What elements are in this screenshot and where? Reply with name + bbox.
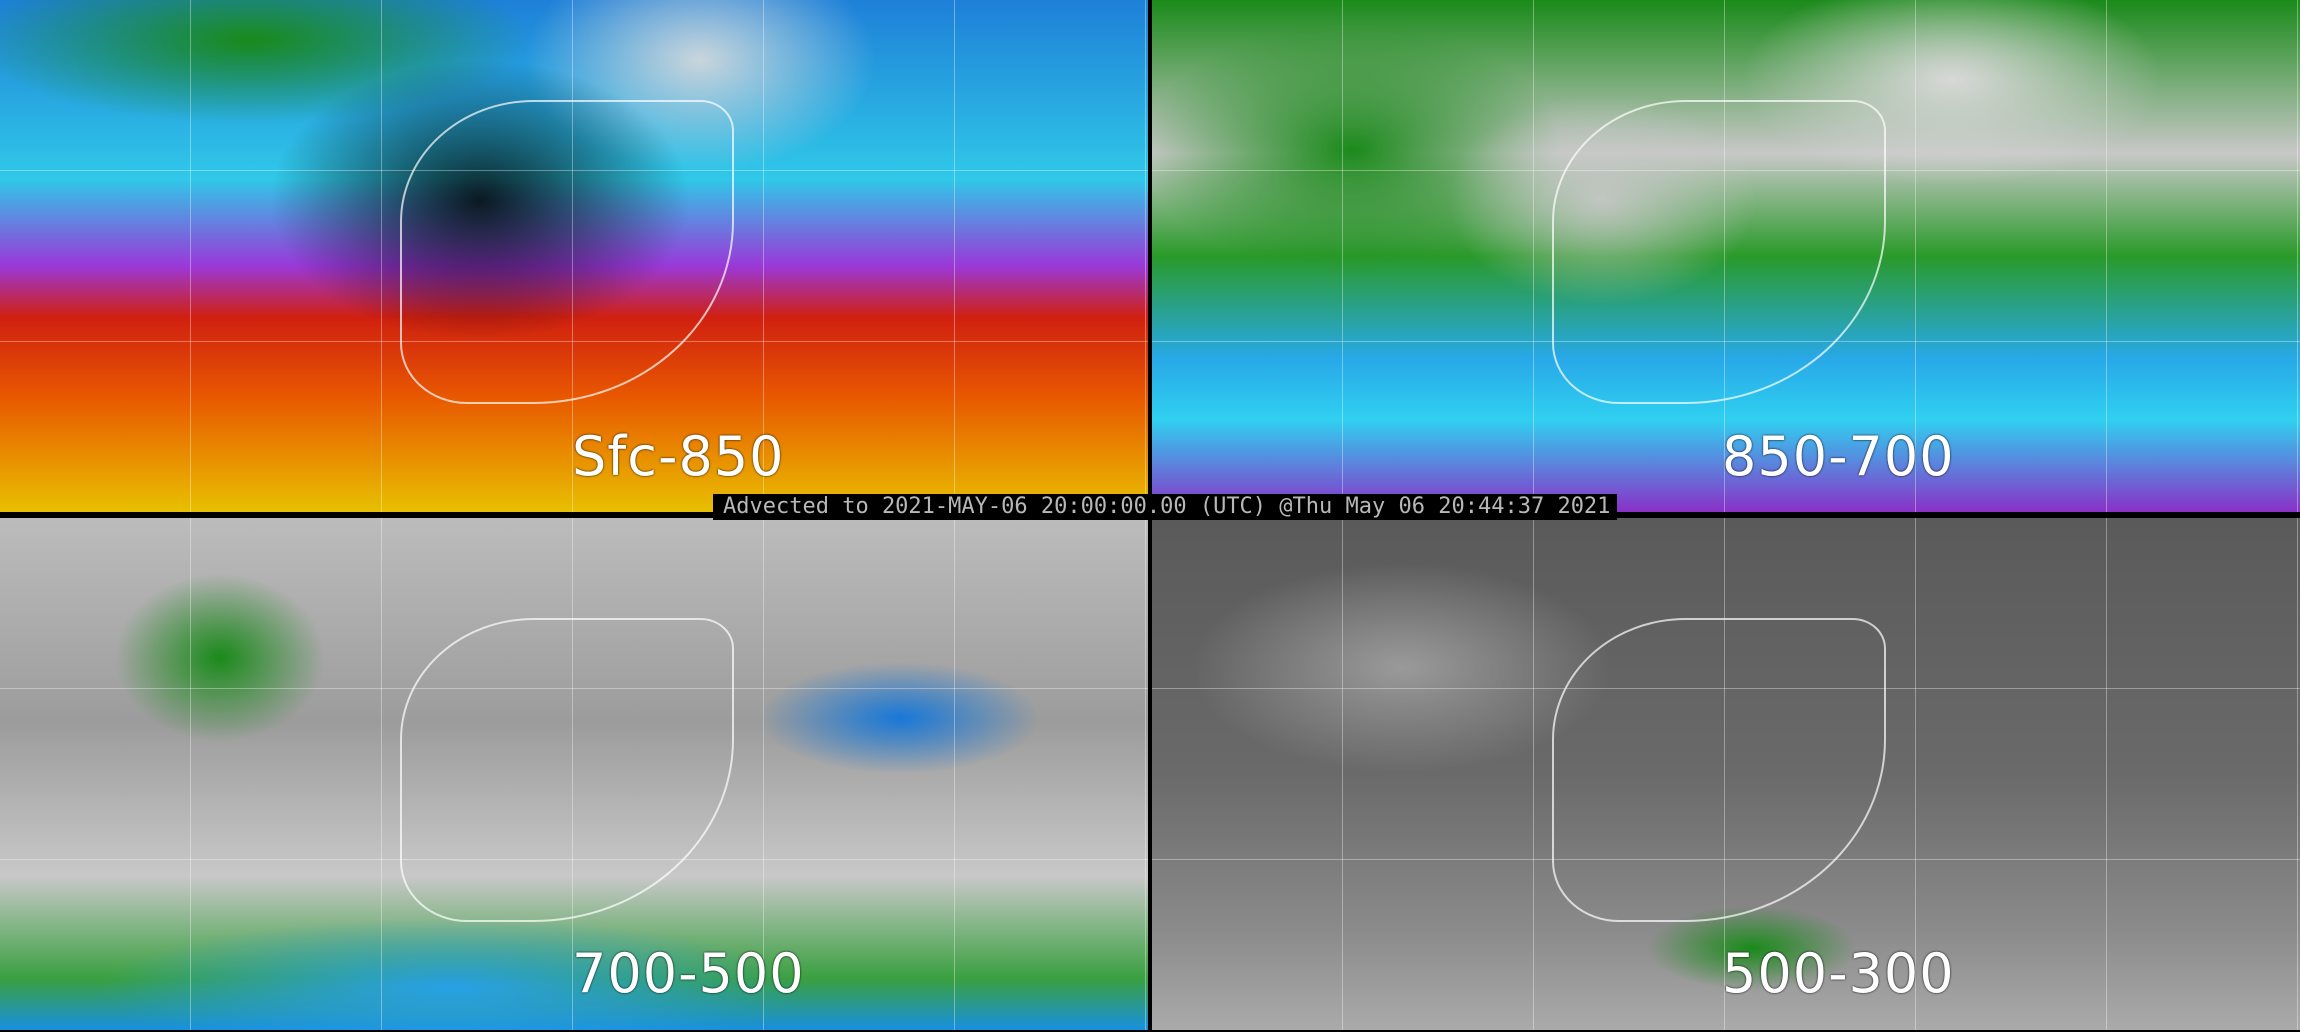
panel-label: Sfc-850 <box>572 425 785 488</box>
timestamp-banner: Advected to 2021-MAY-06 20:00:00.00 (UTC… <box>713 494 1617 520</box>
panel-label: 500-300 <box>1722 942 1955 1005</box>
panel-sfc-850: Sfc-850 <box>0 0 1148 512</box>
panel-label: 850-700 <box>1722 425 1955 488</box>
panel-700-500: 700-500 <box>0 518 1148 1030</box>
panel-850-700: 850-700 <box>1152 0 2300 512</box>
panel-500-300: 500-300 <box>1152 518 2300 1030</box>
panel-label: 700-500 <box>572 942 805 1005</box>
